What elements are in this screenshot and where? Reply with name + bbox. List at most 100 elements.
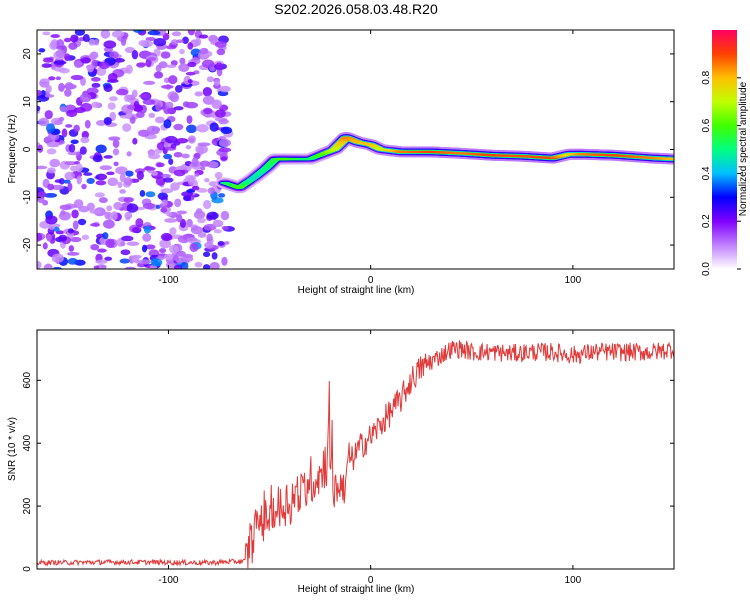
snr-y-tick-label: 600	[22, 372, 33, 389]
noise-speckle	[195, 208, 203, 214]
spectrogram-y-tick-label: 10	[22, 96, 33, 108]
noise-speckle	[170, 182, 180, 191]
noise-speckle	[72, 220, 79, 230]
noise-speckle	[168, 158, 174, 165]
noise-speckle	[119, 114, 132, 119]
noise-speckle	[75, 163, 83, 173]
noise-speckle	[91, 101, 101, 108]
noise-speckle	[178, 63, 190, 73]
noise-speckle	[49, 158, 61, 168]
noise-speckle	[98, 174, 107, 180]
noise-speckle	[107, 177, 119, 187]
noise-speckle	[203, 264, 211, 269]
noise-speckle	[74, 107, 86, 114]
noise-speckle	[217, 241, 225, 246]
noise-speckle	[138, 93, 150, 99]
noise-speckle	[114, 58, 125, 63]
snr-panel: -100 0 100 0 200 400 600 Height of straight l…	[7, 329, 675, 595]
noise-speckle	[209, 122, 219, 132]
noise-speckle	[43, 263, 53, 269]
noise-speckle	[106, 171, 115, 176]
colorbar: 0.0 0.2 0.4 0.6 0.8 Normalized spectral ampl…	[701, 30, 749, 276]
noise-speckle	[139, 190, 146, 197]
noise-speckle	[103, 116, 112, 125]
noise-speckle	[203, 223, 217, 231]
noise-speckle	[104, 211, 111, 220]
noise-speckle	[84, 119, 91, 129]
noise-speckle	[98, 61, 110, 70]
noise-speckle	[126, 241, 140, 246]
noise-speckle	[219, 85, 231, 93]
noise-speckle	[179, 48, 185, 55]
noise-speckle	[67, 151, 80, 156]
noise-speckle	[74, 60, 83, 68]
noise-speckle	[173, 151, 183, 158]
noise-speckle	[185, 145, 192, 150]
colorbar-tick-label: 0.2	[701, 214, 712, 228]
noise-speckle	[55, 76, 62, 81]
noise-speckle	[74, 30, 86, 36]
noise-speckle	[176, 39, 184, 44]
noise-speckle	[202, 199, 212, 210]
noise-speckle	[47, 167, 56, 174]
snr-frame	[36, 329, 675, 570]
noise-speckle	[81, 130, 89, 139]
noise-speckle	[158, 61, 168, 69]
noise-speckle	[115, 88, 129, 96]
noise-speckle	[153, 71, 164, 79]
colorbar-tick-label: 0.6	[701, 118, 712, 132]
noise-speckle	[177, 235, 190, 244]
noise-speckle	[42, 199, 49, 206]
noise-speckle	[173, 264, 183, 269]
noise-speckle	[211, 99, 222, 109]
noise-speckle	[170, 60, 178, 66]
snr-y-tick-label: 0	[22, 566, 33, 572]
noise-speckle	[42, 57, 54, 63]
noise-speckle	[50, 34, 60, 39]
noise-speckle	[95, 259, 108, 264]
noise-speckle	[42, 31, 51, 36]
noise-speckle	[86, 87, 99, 95]
noise-speckle	[191, 157, 199, 167]
noise-speckle	[46, 141, 59, 148]
chart-title: S202.2026.058.03.48.R20	[274, 1, 438, 17]
noise-speckle	[48, 76, 56, 81]
noise-speckle	[218, 147, 232, 153]
noise-speckle	[123, 177, 133, 186]
noise-speckle	[160, 232, 173, 242]
noise-speckle	[37, 232, 43, 242]
noise-speckle	[45, 123, 56, 133]
noise-speckle	[46, 148, 57, 155]
noise-speckle	[58, 234, 68, 242]
noise-speckle	[119, 189, 126, 194]
noise-speckle	[135, 218, 144, 228]
noise-speckle	[97, 248, 107, 253]
noise-speckle	[136, 170, 145, 181]
noise-speckle	[142, 202, 156, 210]
noise-speckle	[220, 210, 230, 221]
noise-speckle	[76, 175, 82, 185]
noise-speckle	[148, 112, 156, 118]
noise-speckle	[99, 165, 112, 171]
noise-speckle	[58, 82, 65, 92]
noise-speckle	[44, 94, 55, 98]
noise-speckle	[168, 75, 178, 85]
noise-speckle	[107, 72, 118, 83]
spectrogram-x-tick-label: -100	[158, 275, 178, 286]
noise-speckle	[37, 105, 41, 112]
noise-speckle	[189, 242, 199, 253]
noise-speckle	[161, 199, 168, 206]
noise-speckle	[209, 261, 220, 269]
noise-speckle	[111, 30, 125, 38]
noise-speckle	[51, 253, 64, 263]
noise-speckle	[53, 67, 67, 72]
noise-speckle	[163, 153, 173, 160]
noise-speckle	[41, 63, 52, 68]
noise-speckle	[137, 129, 150, 137]
noise-speckle	[37, 165, 48, 170]
noise-speckle	[44, 192, 58, 198]
noise-speckle	[220, 126, 233, 135]
noise-speckle	[81, 234, 90, 240]
noise-speckle	[206, 233, 213, 242]
